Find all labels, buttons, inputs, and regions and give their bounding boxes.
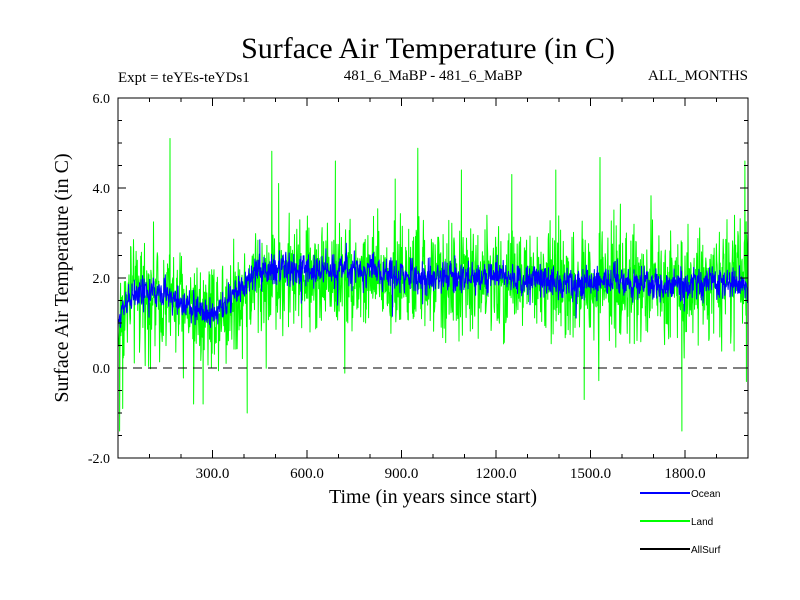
y-tick-label: 2.0	[93, 272, 111, 287]
x-tick-label: 1200.0	[475, 466, 516, 482]
x-tick-label: 1800.0	[664, 466, 705, 482]
x-tick-label: 900.0	[385, 466, 419, 482]
y-tick-label: 0.0	[93, 362, 111, 377]
x-tick-label: 1500.0	[570, 466, 611, 482]
tick-label-layer: 300.0 600.0 900.0 1200.0 1500.0 1800.0 -2.0 0.0…	[88, 92, 706, 482]
series-line-ocean	[117, 239, 749, 331]
y-axis-label: Surface Air Temperature (in C)	[51, 153, 73, 402]
legend-label-allsurf: AllSurf	[691, 545, 721, 556]
legend-label-ocean: Ocean	[691, 489, 720, 500]
chart-title: Surface Air Temperature (in C)	[241, 32, 615, 65]
legend-label-land: Land	[691, 517, 713, 528]
axis-layer	[117, 97, 749, 459]
chart-subtitle-center: 481_6_MaBP - 481_6_MaBP	[344, 68, 523, 84]
y-tick-label: 4.0	[93, 182, 111, 197]
x-tick-label: 300.0	[196, 466, 230, 482]
series-layer	[117, 138, 749, 432]
x-axis-label: Time (in years since start)	[329, 486, 537, 508]
y-tick-label: 6.0	[93, 92, 111, 107]
x-tick-label: 600.0	[290, 466, 324, 482]
chart-subtitle-right: ALL_MONTHS	[648, 68, 748, 84]
legend: Ocean Land AllSurf	[640, 489, 721, 556]
chart-subtitle-left: Expt = teYEs-teYDs1	[118, 70, 250, 86]
y-tick-label: -2.0	[88, 452, 110, 467]
